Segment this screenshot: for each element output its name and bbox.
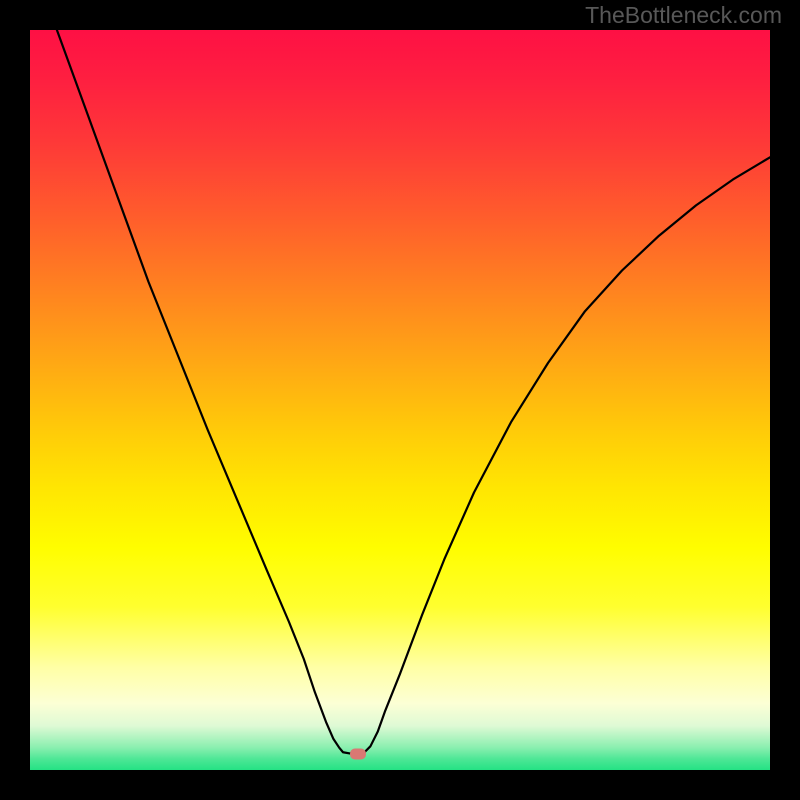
bottleneck-curve bbox=[30, 30, 770, 770]
plot-area bbox=[30, 30, 770, 770]
bottleneck-marker bbox=[350, 749, 366, 760]
watermark-text: TheBottleneck.com bbox=[585, 2, 782, 29]
